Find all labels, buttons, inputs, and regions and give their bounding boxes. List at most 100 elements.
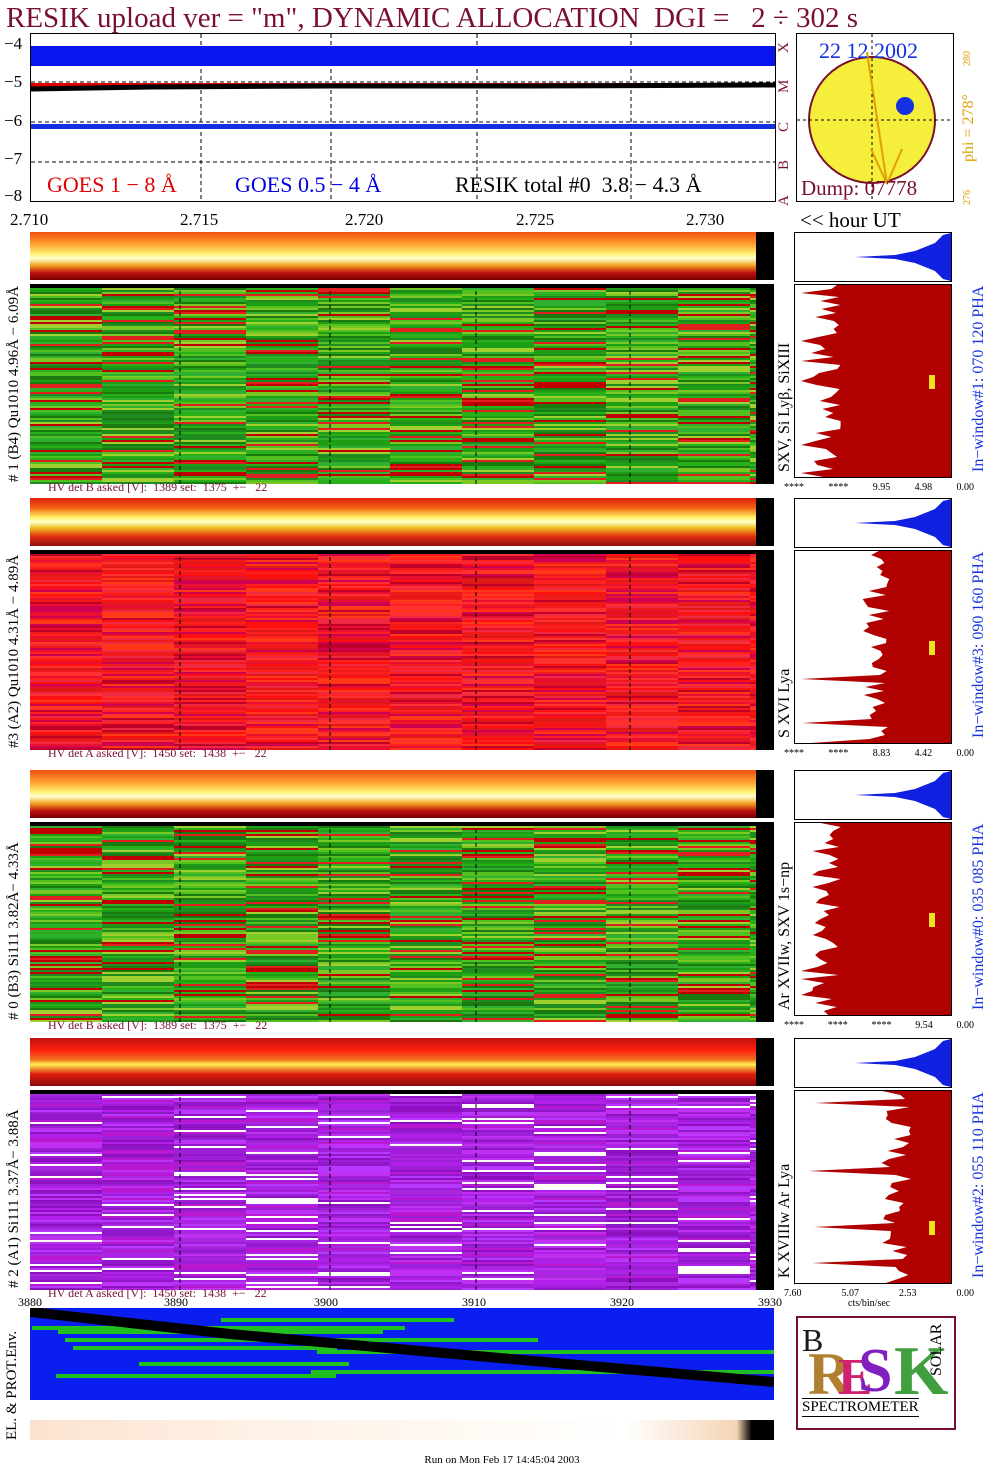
histogram-axis: **** **** 8.83 4.42 0.00	[784, 748, 974, 759]
logo-r: R	[808, 1341, 852, 1407]
profile-histogram	[794, 770, 952, 820]
axis-tick: ****	[871, 1020, 892, 1031]
axis-tick: 0.00	[956, 748, 975, 759]
hv-status: HV det B asked [V]: 1389 set: 1375 +− 22	[48, 1018, 268, 1032]
pha-window-label: In−window#2: 055 110 PHA	[970, 1092, 987, 1278]
hv-status: HV det A asked [V]: 1450 set: 1438 +− 22	[48, 1286, 267, 1300]
logo-solar: SOLAR	[928, 1323, 945, 1376]
pha-window-label: In−window#0: 035 085 PHA	[970, 823, 987, 1010]
spectrogram	[30, 1090, 774, 1290]
channel-label: # 1 (B4) Qu1010 4.96Å − 6.09Å	[6, 286, 22, 482]
class-letter: B	[776, 159, 792, 170]
spectrogram	[30, 284, 774, 484]
class-letter: M	[776, 79, 792, 93]
pha-histogram	[794, 1090, 952, 1284]
env-x-tick: 3880	[18, 1295, 42, 1309]
page-title: RESIK upload ver = "m", DYNAMIC ALLOCATI…	[6, 2, 859, 34]
profile-histogram	[794, 498, 952, 548]
axis-tick: 4.42	[914, 748, 933, 759]
lightcurve-plot	[31, 34, 775, 201]
x-tick: 2.710	[10, 210, 49, 229]
spectrogram	[30, 822, 774, 1022]
goes-short-band	[31, 46, 775, 66]
axis-tick: 8.83	[872, 748, 891, 759]
logo-spectrometer: SPECTROMETER	[802, 1398, 919, 1417]
pha-histogram	[794, 284, 952, 478]
env-label: EL. & PROT.Env.	[4, 1330, 20, 1440]
goes-short-line	[31, 124, 775, 129]
spectrum-profile-band	[30, 770, 756, 818]
sun-date: 22 12 2002	[819, 38, 918, 63]
line-ids: SXV, Si Lyβ, SiXIII	[776, 342, 793, 472]
goes-class-scale: X M C B A	[775, 36, 793, 206]
axis-tick: 0.00	[956, 1020, 975, 1031]
channel-label: # 2 (A1) Si111 3.37Å− 3.88Å	[6, 1109, 22, 1288]
legend-goes-long: GOES 1 − 8 Å	[47, 172, 177, 197]
phi-upper: 280	[962, 51, 973, 66]
spectrum-profile-band	[30, 232, 756, 280]
channel-panel: HV det B asked [V]: 1389 set: 1375 +− 22…	[0, 770, 1004, 1035]
profile-histogram	[794, 232, 952, 282]
axis-tick: ****	[784, 482, 804, 493]
pha-window-label: In−window#3: 090 160 PHA	[970, 551, 987, 738]
x-tick: 2.725	[516, 210, 555, 229]
line-ids: Ar XVIIw, SXV 1s−np	[776, 861, 793, 1010]
axis-tick: 2.53	[899, 1288, 917, 1299]
resik-logo: B R E S K SOLAR SPECTROMETER	[796, 1316, 956, 1430]
legend-resik: RESIK total #0 3.8 − 4.3 Å	[455, 172, 702, 197]
line-ids: K XVIIIw Ar Lya	[776, 1163, 793, 1278]
phi-label: phi = 278°	[960, 94, 977, 162]
axis-tick: 9.95	[872, 482, 891, 493]
axis-tick: ****	[784, 1020, 804, 1031]
axis-tick: 7.60	[784, 1288, 802, 1299]
pha-window-label: In−window#1: 070 120 PHA	[970, 285, 987, 472]
class-letter: X	[776, 42, 792, 53]
hour-ut-label: << hour UT	[800, 208, 901, 232]
y-tick: −6	[4, 111, 23, 130]
histogram-axis: **** **** 9.95 4.98 0.00	[784, 482, 974, 493]
pha-histogram	[794, 822, 952, 1016]
axis-tick: 9.54	[915, 1020, 933, 1031]
channel-panel: HV det A asked [V]: 1450 set: 1438 +− 22…	[0, 1038, 1004, 1303]
color-strip	[30, 1420, 774, 1440]
channel-label: #3 (A2) Qu1010 4.31Å − 4.89Å	[6, 554, 22, 748]
x-tick: 2.715	[180, 210, 219, 229]
sun-disk	[797, 34, 953, 201]
y-tick: −8	[4, 186, 23, 205]
y-tick: −7	[4, 149, 23, 168]
axis-tick: ****	[828, 748, 849, 759]
env-x-tick: 3920	[610, 1295, 634, 1309]
y-tick: −5	[4, 72, 23, 91]
spectrum-profile-band	[30, 1038, 756, 1086]
histogram-axis: 7.60 5.07 2.53 0.00	[784, 1288, 974, 1299]
logo-b: B	[802, 1322, 824, 1358]
axis-tick: 0.00	[956, 1288, 975, 1299]
channel-panel: HV det A asked [V]: 1450 set: 1438 +− 22…	[0, 498, 1004, 763]
band-scale-bar	[756, 232, 774, 280]
axis-tick: 4.98	[914, 482, 933, 493]
profile-histogram	[794, 1038, 952, 1088]
channel-label: # 0 (B3) Si111 3.82Å− 4.33Å	[6, 842, 22, 1020]
hv-status: HV det A asked [V]: 1450 set: 1438 +− 22	[48, 746, 267, 760]
line-ids: S XVI Lya	[776, 668, 793, 738]
legend-goes-short: GOES 0.5 − 4 Å	[235, 172, 382, 197]
channel-panel: HV det B asked [V]: 1389 set: 1375 +− 22…	[0, 232, 1004, 497]
spectrum-profile-band	[30, 498, 756, 546]
x-tick: 2.720	[345, 210, 384, 229]
env-plot	[30, 1308, 774, 1400]
logo-k: K	[894, 1333, 949, 1410]
phi-lower: 276	[962, 190, 973, 205]
logo-s: S	[858, 1337, 893, 1405]
y-tick: −4	[4, 34, 23, 53]
env-panel	[30, 1308, 774, 1400]
x-tick: 2.730	[686, 210, 725, 229]
dump-label: Dump: 07778	[801, 176, 918, 200]
histogram-axis: **** **** **** 9.54 0.00	[784, 1020, 974, 1031]
env-x-tick: 3930	[758, 1295, 782, 1309]
histogram-xlabel: cts/bin/sec	[848, 1298, 891, 1309]
spectrogram	[30, 550, 774, 750]
axis-tick: 0.00	[956, 482, 975, 493]
env-x-tick: 3900	[314, 1295, 338, 1309]
env-x-tick: 3890	[164, 1295, 188, 1309]
axis-tick: 5.07	[841, 1288, 860, 1299]
